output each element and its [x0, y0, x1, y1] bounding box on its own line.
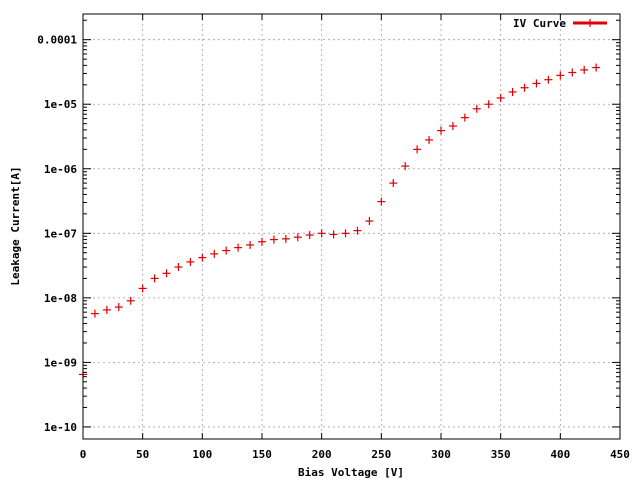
- data-point: [401, 162, 410, 171]
- data-point: [556, 71, 565, 80]
- data-point: [532, 79, 541, 88]
- data-point: [281, 234, 290, 243]
- data-point: [508, 87, 517, 96]
- data-point: [365, 217, 374, 226]
- x-tick-label: 100: [192, 448, 212, 461]
- x-tick-label: 50: [136, 448, 149, 461]
- data-point: [496, 93, 505, 102]
- data-point: [138, 284, 147, 293]
- data-point: [258, 237, 266, 246]
- x-tick-label: 400: [550, 448, 570, 461]
- y-tick-label: 0.0001: [37, 34, 77, 47]
- data-point: [102, 305, 111, 314]
- data-point: [460, 113, 469, 122]
- data-point: [520, 83, 529, 92]
- data-point: [472, 104, 481, 113]
- data-point: [210, 249, 219, 258]
- data-point: [341, 229, 350, 238]
- legend: IV Curve: [513, 17, 607, 30]
- data-point: [293, 233, 302, 242]
- data-point: [448, 121, 457, 130]
- data-point: [580, 65, 589, 74]
- data-point: [246, 240, 255, 249]
- data-point: [437, 126, 445, 135]
- data-point: [150, 274, 159, 283]
- data-point: [413, 145, 422, 154]
- data-point: [484, 100, 493, 109]
- data-point: [90, 309, 99, 318]
- x-axis-label: Bias Voltage [V]: [298, 466, 404, 479]
- x-tick-label: 450: [610, 448, 630, 461]
- y-tick-label: 1e-06: [44, 163, 77, 176]
- data-point: [269, 235, 278, 244]
- x-tick-label: 300: [431, 448, 451, 461]
- data-point: [544, 75, 553, 84]
- data-point: [377, 197, 386, 206]
- data-point: [329, 230, 338, 239]
- axis-ticks: [82, 14, 621, 439]
- legend-label: IV Curve: [513, 17, 566, 30]
- x-tick-labels: 0 50 100 150 200 250 300 350 400 450: [80, 448, 630, 461]
- x-tick-label: 0: [80, 448, 87, 461]
- y-tick-label: 1e-07: [44, 227, 77, 240]
- data-point: [162, 269, 171, 278]
- data-point: [222, 246, 231, 255]
- data-point: [114, 303, 123, 312]
- data-point: [305, 231, 314, 240]
- y-tick-labels: 1e-10 1e-09 1e-08 1e-07 1e-06 1e-05 0.0001: [37, 34, 77, 434]
- data-point: [425, 135, 434, 144]
- data-point: [353, 226, 362, 235]
- data-point: [317, 229, 326, 238]
- data-point: [198, 253, 207, 262]
- x-tick-label: 350: [491, 448, 511, 461]
- x-tick-label: 200: [312, 448, 332, 461]
- grid: [83, 14, 620, 439]
- y-tick-label: 1e-09: [44, 356, 77, 369]
- data-point: [389, 179, 398, 188]
- data-point: [568, 68, 577, 77]
- x-tick-label: 150: [252, 448, 272, 461]
- data-point: [186, 257, 195, 266]
- y-tick-label: 1e-08: [44, 292, 77, 305]
- x-tick-label: 250: [371, 448, 391, 461]
- y-axis-label: Leakage Current[A]: [9, 166, 22, 285]
- y-tick-label: 1e-05: [44, 98, 77, 111]
- data-point: [174, 263, 183, 272]
- data-point: [126, 296, 135, 305]
- data-point: [592, 63, 601, 72]
- data-points: [79, 63, 601, 379]
- data-point: [234, 243, 243, 252]
- plot-frame: [82, 13, 621, 440]
- y-tick-label: 1e-10: [44, 421, 77, 434]
